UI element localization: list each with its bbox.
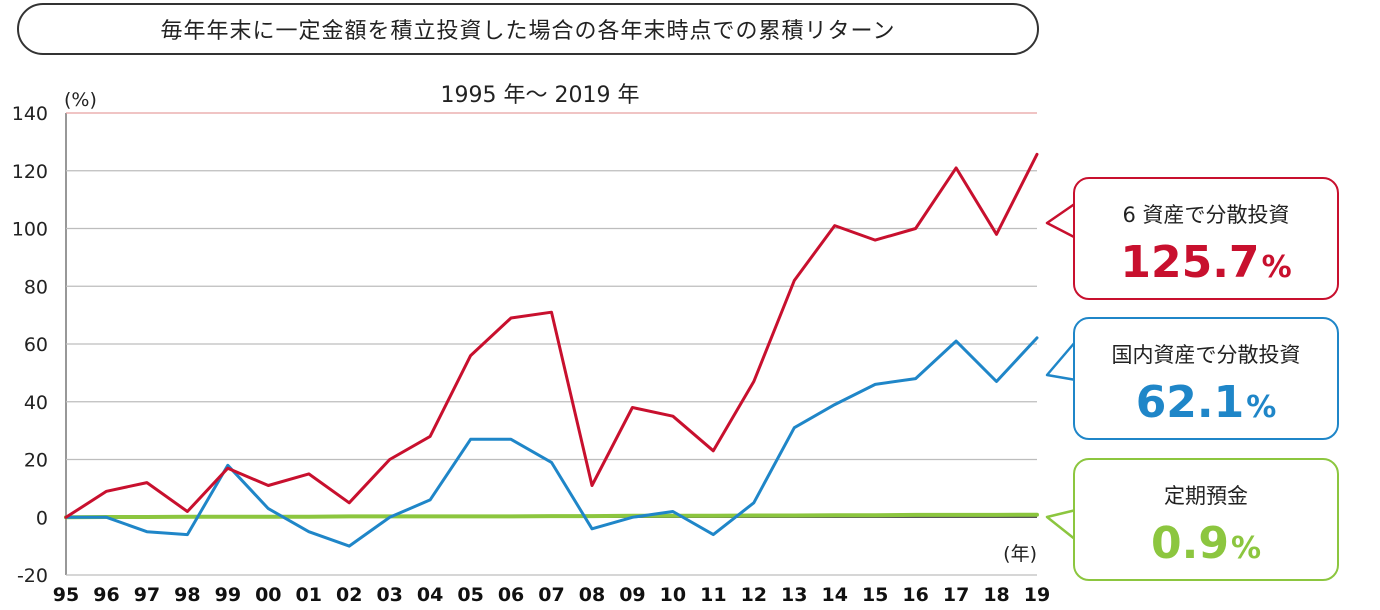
x-tick-label: 01 [296, 584, 322, 606]
callout-six-asset-value: 125.7 [1120, 237, 1260, 288]
callout-deposit-label: 定期預金 [1164, 484, 1248, 508]
callout-deposit-value-wrap: 0.9% [1075, 518, 1337, 569]
callout-domestic-value: 62.1 [1135, 377, 1245, 428]
x-tick-label: 09 [619, 584, 645, 606]
callout-six-asset-value-wrap: 125.7% [1075, 237, 1337, 288]
x-tick-label: 15 [862, 584, 888, 606]
y-axis-label: (%) [64, 89, 97, 111]
y-tick-label: 0 [36, 507, 48, 529]
series-line [64, 152, 1039, 519]
x-tick-label: 17 [943, 584, 969, 606]
x-tick-label: 14 [821, 584, 847, 606]
y-tick-label: 60 [24, 334, 48, 356]
callout-six-asset: 6 資産で分散投資 125.7% [1073, 177, 1339, 300]
callout-domestic: 国内資産で分散投資 62.1% [1073, 317, 1339, 440]
callout-pointer [1045, 201, 1078, 240]
x-tick-label: 16 [902, 584, 928, 606]
x-tick-label: 96 [93, 584, 119, 606]
y-tick-label: -20 [17, 565, 48, 587]
callout-six-asset-label: 6 資産で分散投資 [1122, 203, 1290, 227]
x-tick-label: 11 [700, 584, 726, 606]
y-tick-label: 120 [12, 161, 48, 183]
callout-domestic-value-wrap: 62.1% [1075, 377, 1337, 428]
x-tick-label: 02 [336, 584, 362, 606]
chart-subtitle: 1995 年～ 2019 年 [440, 83, 640, 108]
grid-lines [65, 112, 1037, 576]
x-tick-label: 07 [538, 584, 564, 606]
x-tick-label: 99 [215, 584, 241, 606]
series-lines [64, 152, 1039, 548]
callout-domestic-label: 国内資産で分散投資 [1111, 343, 1301, 367]
series-line [64, 336, 1039, 548]
x-axis-label: (年) [1003, 543, 1037, 565]
x-tick-label: 03 [376, 584, 402, 606]
callout-pointer [1045, 339, 1078, 382]
callout-deposit-unit: % [1230, 531, 1261, 566]
x-tick-label: 06 [498, 584, 524, 606]
x-tick-label: 18 [983, 584, 1009, 606]
callout-six-asset-unit: % [1261, 250, 1292, 285]
x-tick-label: 19 [1024, 584, 1050, 606]
x-tick-label: 05 [457, 584, 483, 606]
y-tick-label: 140 [12, 103, 48, 125]
x-tick-label: 97 [134, 584, 160, 606]
x-tick-label: 08 [579, 584, 605, 606]
x-tick-label: 04 [417, 584, 443, 606]
y-tick-label: 20 [24, 450, 48, 472]
x-tick-label: 13 [781, 584, 807, 606]
x-tick-label: 00 [255, 584, 281, 606]
y-tick-label: 80 [24, 276, 48, 298]
y-tick-label: 40 [24, 392, 48, 414]
x-tick-label: 12 [741, 584, 767, 606]
callout-deposit: 定期預金 0.9% [1073, 458, 1339, 581]
callout-deposit-value: 0.9 [1150, 518, 1229, 569]
x-tick-label: 98 [174, 584, 200, 606]
callout-domestic-unit: % [1246, 390, 1277, 425]
chart-title: 毎年年末に一定金額を積立投資した場合の各年末時点での累積リターン [17, 3, 1039, 55]
x-tick-label: 95 [53, 584, 79, 606]
callout-pointers [1045, 201, 1078, 542]
callout-pointer [1045, 508, 1078, 542]
series-line [64, 512, 1039, 520]
x-tick-label: 10 [660, 584, 686, 606]
y-tick-label: 100 [12, 219, 48, 241]
